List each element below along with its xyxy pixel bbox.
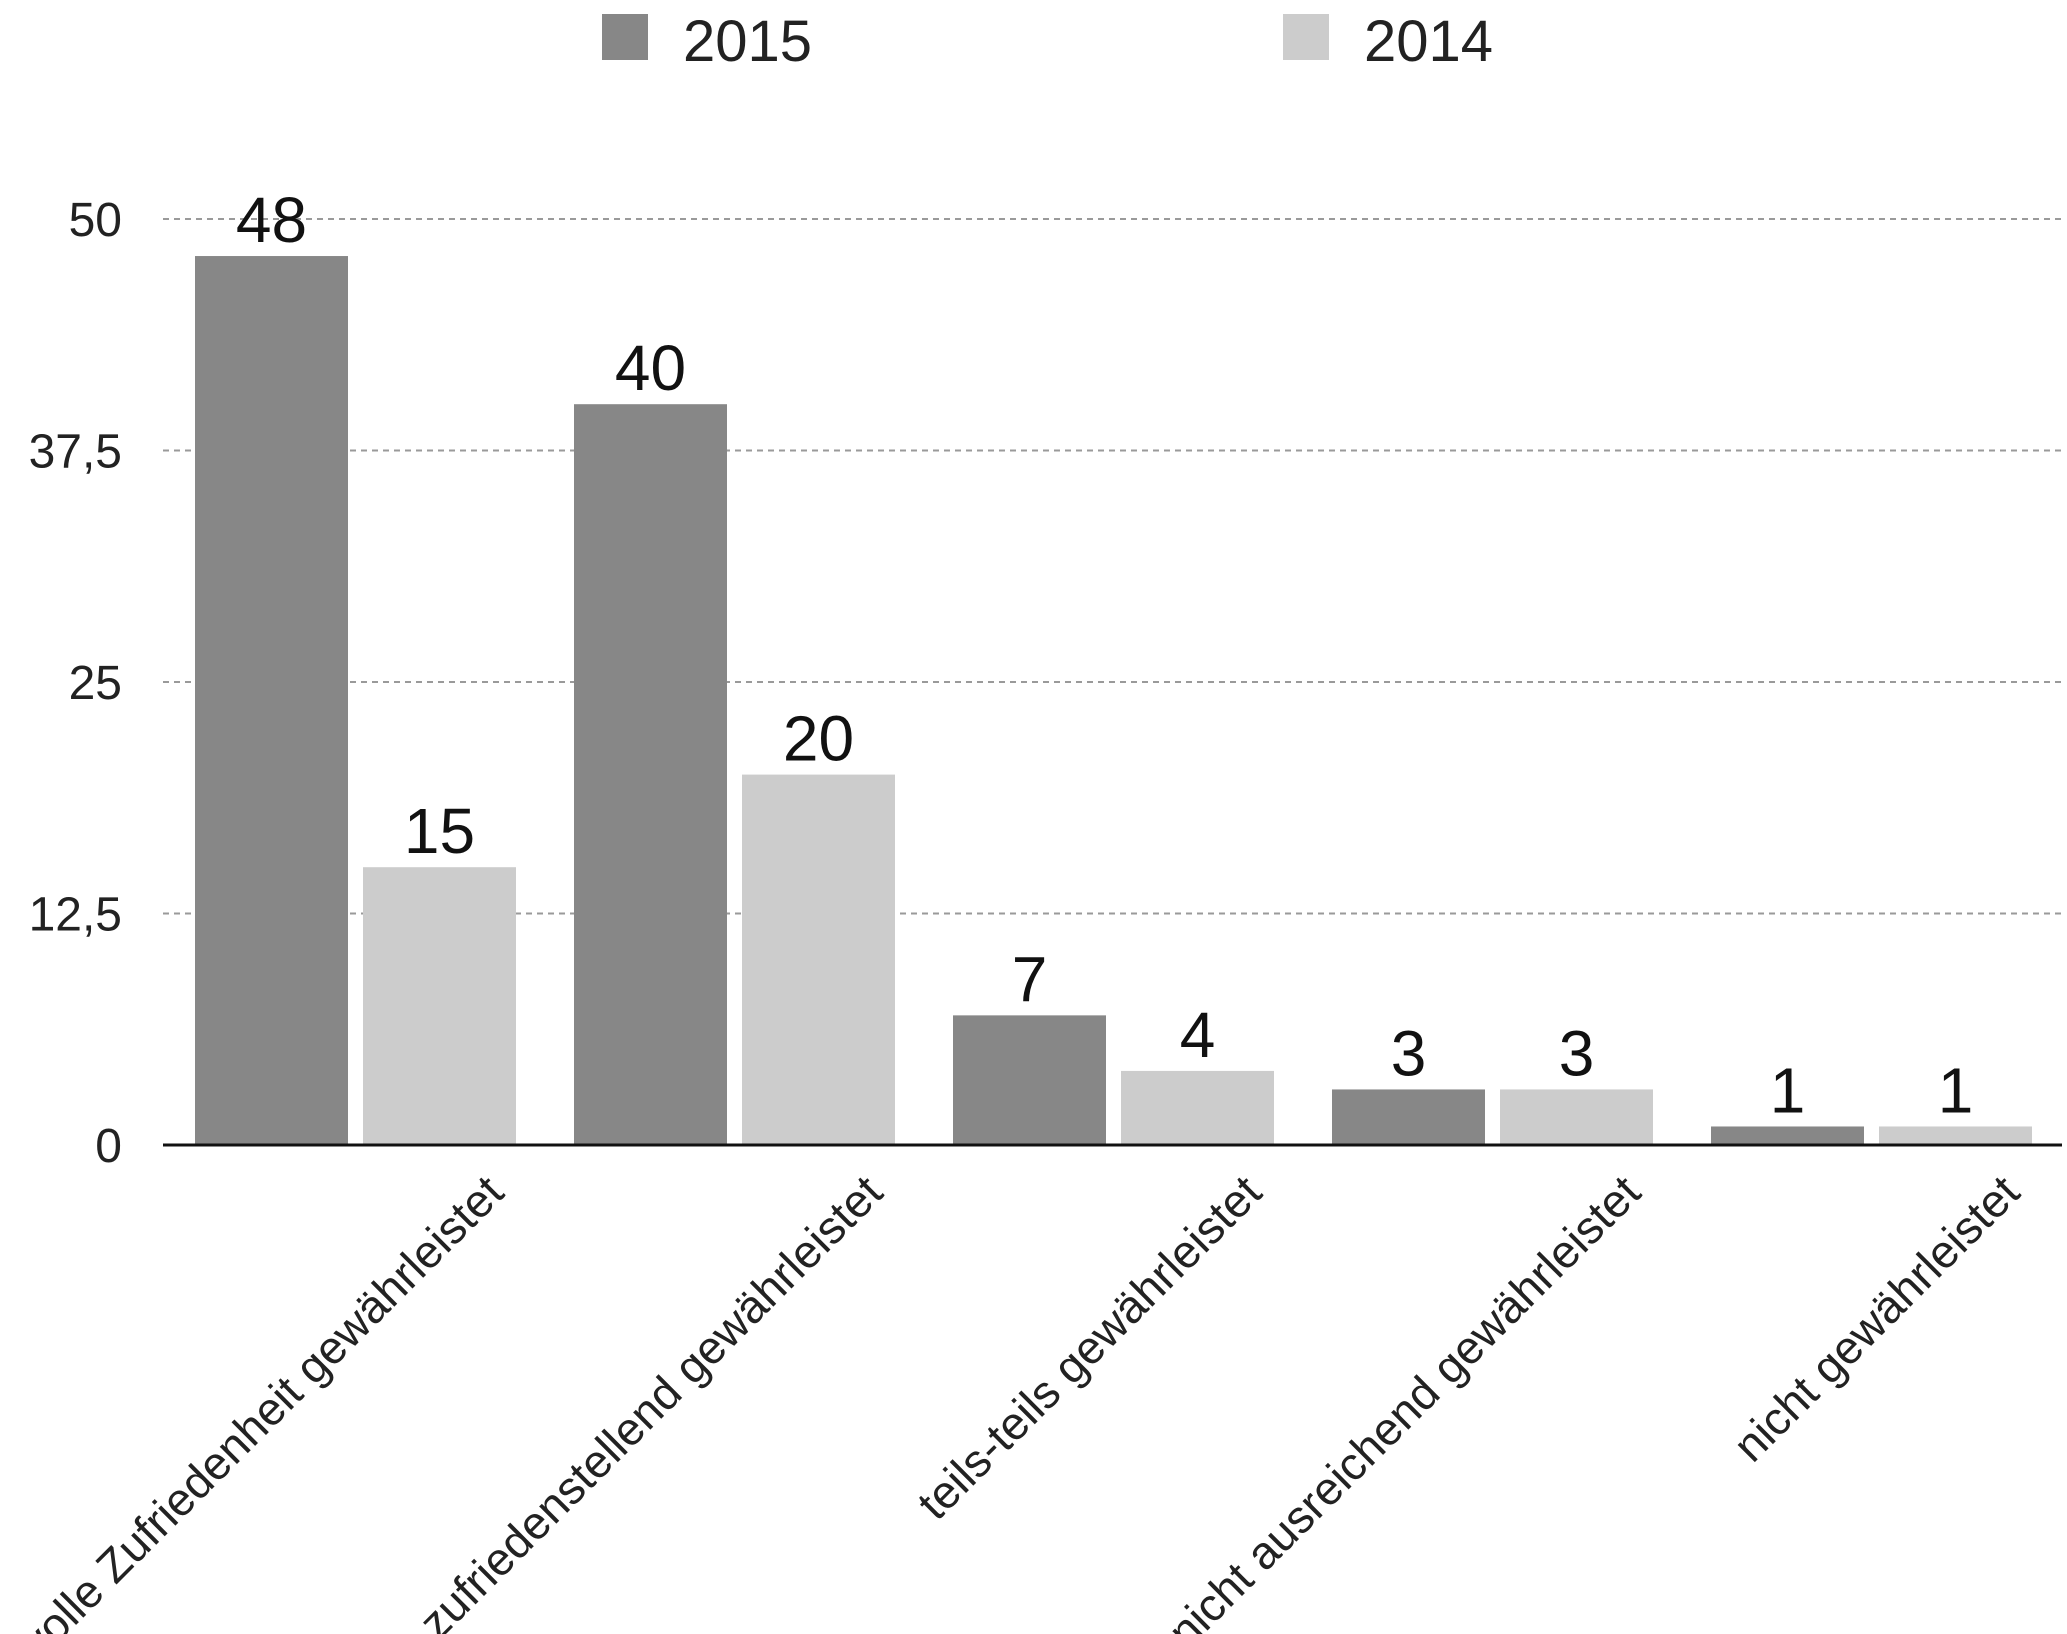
value-labels: 48 15 40 20 7 4 3 3 1 1 [236, 184, 1973, 1126]
x-tick-label: nicht gewährleistet [1723, 1165, 2029, 1471]
bar-2014 [1879, 1126, 2032, 1145]
y-tick-label: 0 [95, 1120, 122, 1173]
bar-2014 [363, 867, 516, 1145]
bar-2014 [1500, 1089, 1653, 1145]
value-label: 3 [1391, 1017, 1427, 1089]
x-tick-label: volle Zufriedenheit gewährleistet [10, 1165, 513, 1634]
legend-label-2015: 2015 [683, 9, 812, 74]
bar-2015 [574, 404, 727, 1145]
value-label: 1 [1938, 1054, 1974, 1126]
value-label: 40 [615, 332, 686, 404]
legend-swatch-2015 [602, 14, 648, 60]
bars [195, 256, 2032, 1145]
y-tick-label: 50 [69, 194, 122, 247]
x-tick-label: zufriedenstellend gewährleistet [409, 1165, 893, 1634]
value-label: 3 [1559, 1017, 1595, 1089]
y-tick-label: 25 [69, 657, 122, 710]
y-tick-label: 12,5 [29, 889, 122, 942]
bar-2014 [742, 774, 895, 1145]
value-label: 7 [1012, 943, 1048, 1015]
legend-label-2014: 2014 [1364, 9, 1493, 74]
bar-2015 [1711, 1126, 1864, 1145]
x-tick-label: teils-teils gewährleistet [907, 1165, 1271, 1529]
value-label: 1 [1770, 1054, 1806, 1126]
legend-swatch-2014 [1283, 14, 1329, 60]
bar-2015 [953, 1015, 1106, 1145]
value-label: 15 [404, 795, 475, 867]
bar-2015 [195, 256, 348, 1145]
x-axis: volle Zufriedenheit gewährleistetzufried… [10, 1165, 2029, 1634]
value-label: 20 [783, 703, 854, 775]
value-label: 48 [236, 184, 307, 256]
bar-2014 [1121, 1070, 1274, 1145]
bar-2015 [1332, 1089, 1485, 1145]
y-tick-label: 37,5 [29, 426, 122, 479]
chart-legend: 2015 2014 [602, 9, 1493, 74]
value-label: 4 [1180, 999, 1216, 1071]
gridlines [163, 218, 2062, 915]
y-axis: 0 12,5 25 37,5 50 [29, 194, 122, 1173]
